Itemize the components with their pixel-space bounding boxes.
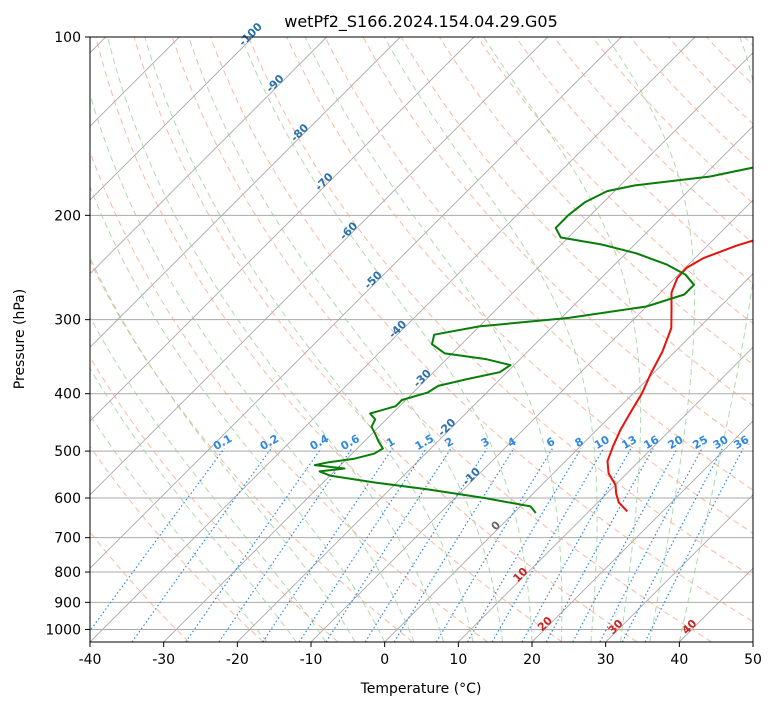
y-tick-label: 800 [54, 565, 81, 581]
y-tick-label: 1000 [45, 622, 81, 638]
dry-adiabat-line [133, 37, 638, 642]
dry-adiabat-line [629, 37, 753, 165]
moist-adiabat-line [383, 37, 598, 642]
dry-adiabat-line [515, 37, 753, 284]
isotherm-line [236, 125, 753, 642]
mixing-ratio-line [466, 448, 582, 642]
y-tick-label: 700 [54, 531, 81, 547]
isotherm-line [90, 37, 549, 496]
mixing-ratio-line [435, 448, 554, 642]
moist-adiabat-line [90, 413, 268, 642]
mixing-ratio-line [545, 448, 654, 642]
y-tick-label: 600 [54, 491, 81, 507]
dry-adiabat-line [171, 37, 712, 642]
mixing-ratio-line [621, 448, 723, 642]
plot-frame [89, 36, 754, 643]
isotherm-line [90, 37, 475, 422]
isotherm-line [90, 37, 696, 642]
x-tick-label: 50 [744, 652, 762, 668]
moist-adiabat-line [304, 37, 563, 642]
y-tick-label: 100 [54, 30, 81, 46]
moist-adiabat-line [90, 92, 415, 642]
background-lines [90, 37, 753, 642]
x-tick-label: 20 [523, 652, 541, 668]
dry-adiabat-line [95, 37, 563, 642]
x-tick-label: 30 [597, 652, 615, 668]
y-axis-title: Pressure (hPa) [12, 289, 28, 389]
moist-adiabat-line [144, 37, 474, 642]
mixing-ratio-line [393, 448, 515, 642]
isotherm-line [90, 37, 401, 348]
x-tick-label: -40 [79, 652, 102, 668]
x-tick-label: -10 [300, 652, 323, 668]
series-line-dewpoint [313, 166, 753, 514]
dry-adiabat-line [90, 259, 414, 642]
isotherm-line [605, 494, 753, 642]
y-tick-label: 500 [54, 444, 81, 460]
y-tick-label: 200 [54, 208, 81, 224]
x-tick-label: 10 [449, 652, 467, 668]
mixing-ratio-line [491, 448, 605, 642]
isotherm-line [163, 52, 753, 642]
y-tick-label: 400 [54, 387, 81, 403]
mixing-ratio-line [599, 448, 703, 642]
dry-adiabat-line [591, 37, 753, 204]
moist-adiabat-line [188, 37, 503, 642]
isotherm-line [90, 37, 328, 275]
moist-adiabat-line [606, 37, 695, 642]
mixing-ratio-line [644, 448, 744, 642]
x-tick-label: 0 [380, 652, 389, 668]
moist-adiabat-line [107, 37, 445, 642]
moist-adiabat-line [483, 37, 642, 642]
moist-adiabat-line [90, 256, 356, 642]
dry-adiabat-line [477, 37, 753, 325]
x-axis-title: Temperature (°C) [360, 681, 482, 697]
dry-adiabat-line [400, 37, 753, 407]
isotherm-line [90, 37, 254, 201]
x-tick-label: 40 [670, 652, 688, 668]
isotherm-line [384, 273, 753, 642]
x-tick-label: -20 [226, 652, 249, 668]
dry-adiabat-line [324, 37, 753, 491]
axes: -40 -30 -20 -10 0 10 20 30 40 50 100 200 300 400 500 60… [45, 30, 762, 668]
mixing-ratio-line [262, 448, 393, 642]
moist-adiabat-line [240, 37, 533, 642]
y-tick-label: 900 [54, 595, 81, 611]
x-tick-label: -30 [152, 652, 175, 668]
dry-adiabat-line [362, 37, 753, 449]
y-tick-label: 300 [54, 313, 81, 329]
dry-adiabat-line [90, 445, 264, 642]
dry-adiabat-line [210, 37, 753, 623]
mixing-ratio-line [185, 448, 322, 642]
mixing-ratio-line [218, 448, 353, 642]
moist-adiabat-line [90, 185, 386, 642]
dry-adiabat-line [248, 37, 753, 578]
mixing-ratio-line [298, 448, 427, 642]
isotherm-line [90, 37, 622, 569]
mixing-ratio-line [90, 448, 225, 632]
series-lines [313, 166, 753, 514]
mixing-ratio-line [572, 448, 678, 642]
chart-title: wetPf2_S166.2024.154.04.29.G05 [284, 12, 558, 32]
series-line-temperature [606, 239, 753, 513]
moist-adiabat-line [678, 37, 753, 642]
